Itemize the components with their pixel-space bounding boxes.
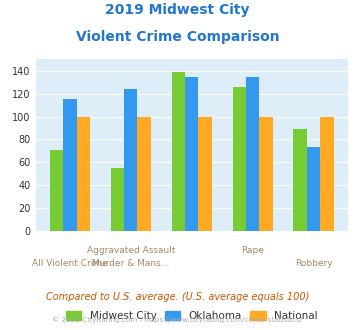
Text: Rape: Rape <box>241 246 264 255</box>
Bar <box>111 168 124 231</box>
Bar <box>198 116 212 231</box>
Bar <box>246 77 260 231</box>
Text: Aggravated Assault: Aggravated Assault <box>87 246 175 255</box>
Bar <box>171 72 185 231</box>
Bar <box>294 129 307 231</box>
Bar <box>124 89 137 231</box>
Text: 2019 Midwest City: 2019 Midwest City <box>105 3 250 17</box>
Text: © 2025 CityRating.com - https://www.cityrating.com/crime-statistics/: © 2025 CityRating.com - https://www.city… <box>53 317 302 323</box>
Bar <box>50 150 63 231</box>
Bar <box>260 116 273 231</box>
Text: Compared to U.S. average. (U.S. average equals 100): Compared to U.S. average. (U.S. average … <box>46 292 309 302</box>
Text: Robbery: Robbery <box>295 259 332 268</box>
Bar <box>185 77 198 231</box>
Text: Violent Crime Comparison: Violent Crime Comparison <box>76 30 279 44</box>
Bar <box>63 99 77 231</box>
Bar <box>77 116 90 231</box>
Bar <box>233 87 246 231</box>
Bar <box>320 116 334 231</box>
Text: Murder & Mans...: Murder & Mans... <box>92 259 169 268</box>
Bar <box>307 148 320 231</box>
Text: All Violent Crime: All Violent Crime <box>32 259 108 268</box>
Legend: Midwest City, Oklahoma, National: Midwest City, Oklahoma, National <box>61 307 322 325</box>
Bar <box>137 116 151 231</box>
